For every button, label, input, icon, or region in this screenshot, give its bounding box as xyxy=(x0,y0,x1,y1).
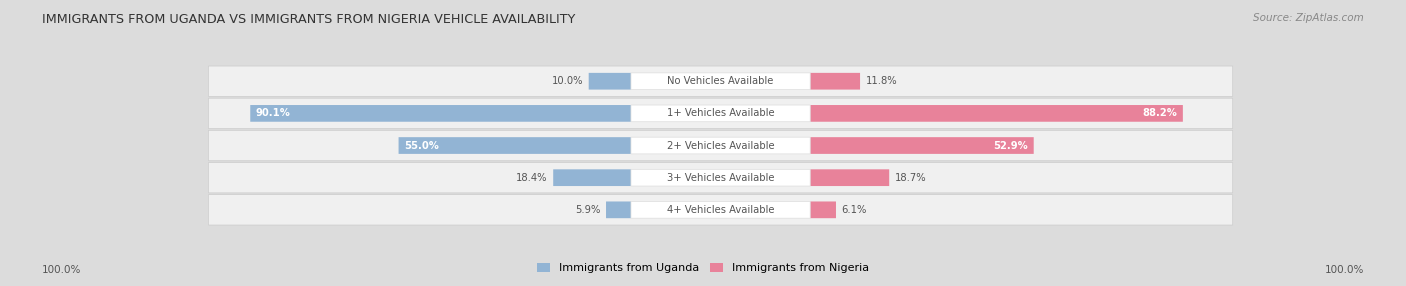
Text: IMMIGRANTS FROM UGANDA VS IMMIGRANTS FROM NIGERIA VEHICLE AVAILABILITY: IMMIGRANTS FROM UGANDA VS IMMIGRANTS FRO… xyxy=(42,13,575,26)
FancyBboxPatch shape xyxy=(398,137,631,154)
Text: 5.9%: 5.9% xyxy=(575,205,600,215)
FancyBboxPatch shape xyxy=(631,201,810,218)
Text: 2+ Vehicles Available: 2+ Vehicles Available xyxy=(666,140,775,150)
Text: 3+ Vehicles Available: 3+ Vehicles Available xyxy=(666,173,775,183)
FancyBboxPatch shape xyxy=(810,137,1033,154)
Text: 1+ Vehicles Available: 1+ Vehicles Available xyxy=(666,108,775,118)
Text: Source: ZipAtlas.com: Source: ZipAtlas.com xyxy=(1253,13,1364,23)
Text: 100.0%: 100.0% xyxy=(1324,265,1364,275)
Text: 4+ Vehicles Available: 4+ Vehicles Available xyxy=(666,205,775,215)
FancyBboxPatch shape xyxy=(631,137,810,154)
FancyBboxPatch shape xyxy=(631,105,810,122)
FancyBboxPatch shape xyxy=(631,169,810,186)
FancyBboxPatch shape xyxy=(810,73,860,90)
FancyBboxPatch shape xyxy=(208,66,1233,96)
FancyBboxPatch shape xyxy=(208,162,1233,193)
Text: 11.8%: 11.8% xyxy=(866,76,897,86)
Text: 18.4%: 18.4% xyxy=(516,173,548,183)
Text: 88.2%: 88.2% xyxy=(1143,108,1177,118)
Text: 100.0%: 100.0% xyxy=(42,265,82,275)
Text: 52.9%: 52.9% xyxy=(994,140,1028,150)
Text: No Vehicles Available: No Vehicles Available xyxy=(668,76,773,86)
FancyBboxPatch shape xyxy=(589,73,631,90)
FancyBboxPatch shape xyxy=(208,130,1233,161)
FancyBboxPatch shape xyxy=(810,169,889,186)
Text: 90.1%: 90.1% xyxy=(256,108,291,118)
Legend: Immigrants from Uganda, Immigrants from Nigeria: Immigrants from Uganda, Immigrants from … xyxy=(531,259,875,278)
FancyBboxPatch shape xyxy=(250,105,631,122)
Text: 10.0%: 10.0% xyxy=(551,76,583,86)
Text: 6.1%: 6.1% xyxy=(841,205,866,215)
FancyBboxPatch shape xyxy=(208,195,1233,225)
Text: 55.0%: 55.0% xyxy=(404,140,439,150)
Text: 18.7%: 18.7% xyxy=(894,173,927,183)
FancyBboxPatch shape xyxy=(631,73,810,90)
FancyBboxPatch shape xyxy=(810,105,1182,122)
FancyBboxPatch shape xyxy=(553,169,631,186)
FancyBboxPatch shape xyxy=(208,98,1233,129)
FancyBboxPatch shape xyxy=(810,201,837,218)
FancyBboxPatch shape xyxy=(606,201,631,218)
